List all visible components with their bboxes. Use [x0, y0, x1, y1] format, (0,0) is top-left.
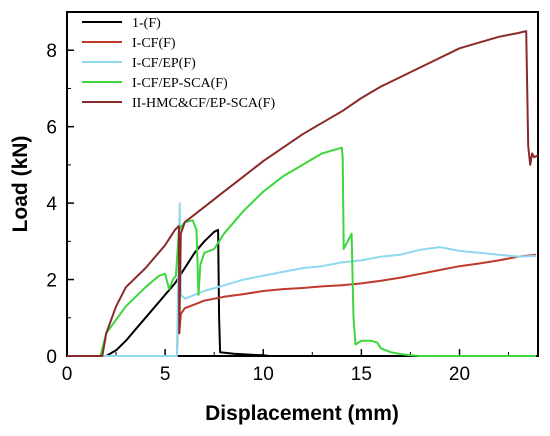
x-tick-label: 20 [449, 364, 470, 385]
axis-ticks: 0 5 10 15 20 0 2 4 6 8 [46, 41, 510, 385]
legend-label: I-CF/EP(F) [132, 56, 196, 71]
legend-label: II-HMC&CF/EP-SCA(F) [132, 96, 275, 111]
y-axis-label: Load (kN) [9, 136, 32, 233]
series-lines [67, 30, 539, 357]
x-tick-label: 5 [160, 364, 171, 385]
y-tick-label: 8 [46, 41, 57, 62]
series-line-4 [67, 30, 539, 357]
y-tick-label: 2 [46, 271, 57, 292]
x-axis-label: Displacement (mm) [205, 402, 399, 425]
series-line-3 [67, 146, 536, 357]
y-tick-label: 4 [46, 194, 57, 215]
x-tick-label: 0 [62, 364, 73, 385]
x-tick-label: 15 [351, 364, 372, 385]
legend-label: I-CF(F) [132, 36, 176, 51]
legend-label: I-CF/EP-SCA(F) [132, 76, 228, 91]
legend-label: 1-(F) [132, 16, 161, 31]
series-line-2 [67, 202, 537, 357]
y-tick-label: 6 [46, 118, 57, 139]
series-line-1 [67, 253, 537, 357]
series-line-0 [67, 228, 536, 357]
legend: 1-(F) I-CF(F) I-CF/EP(F) I-CF/EP-SCA(F) II-H… [82, 16, 275, 111]
y-tick-label: 0 [46, 347, 57, 368]
x-tick-label: 10 [253, 364, 274, 385]
